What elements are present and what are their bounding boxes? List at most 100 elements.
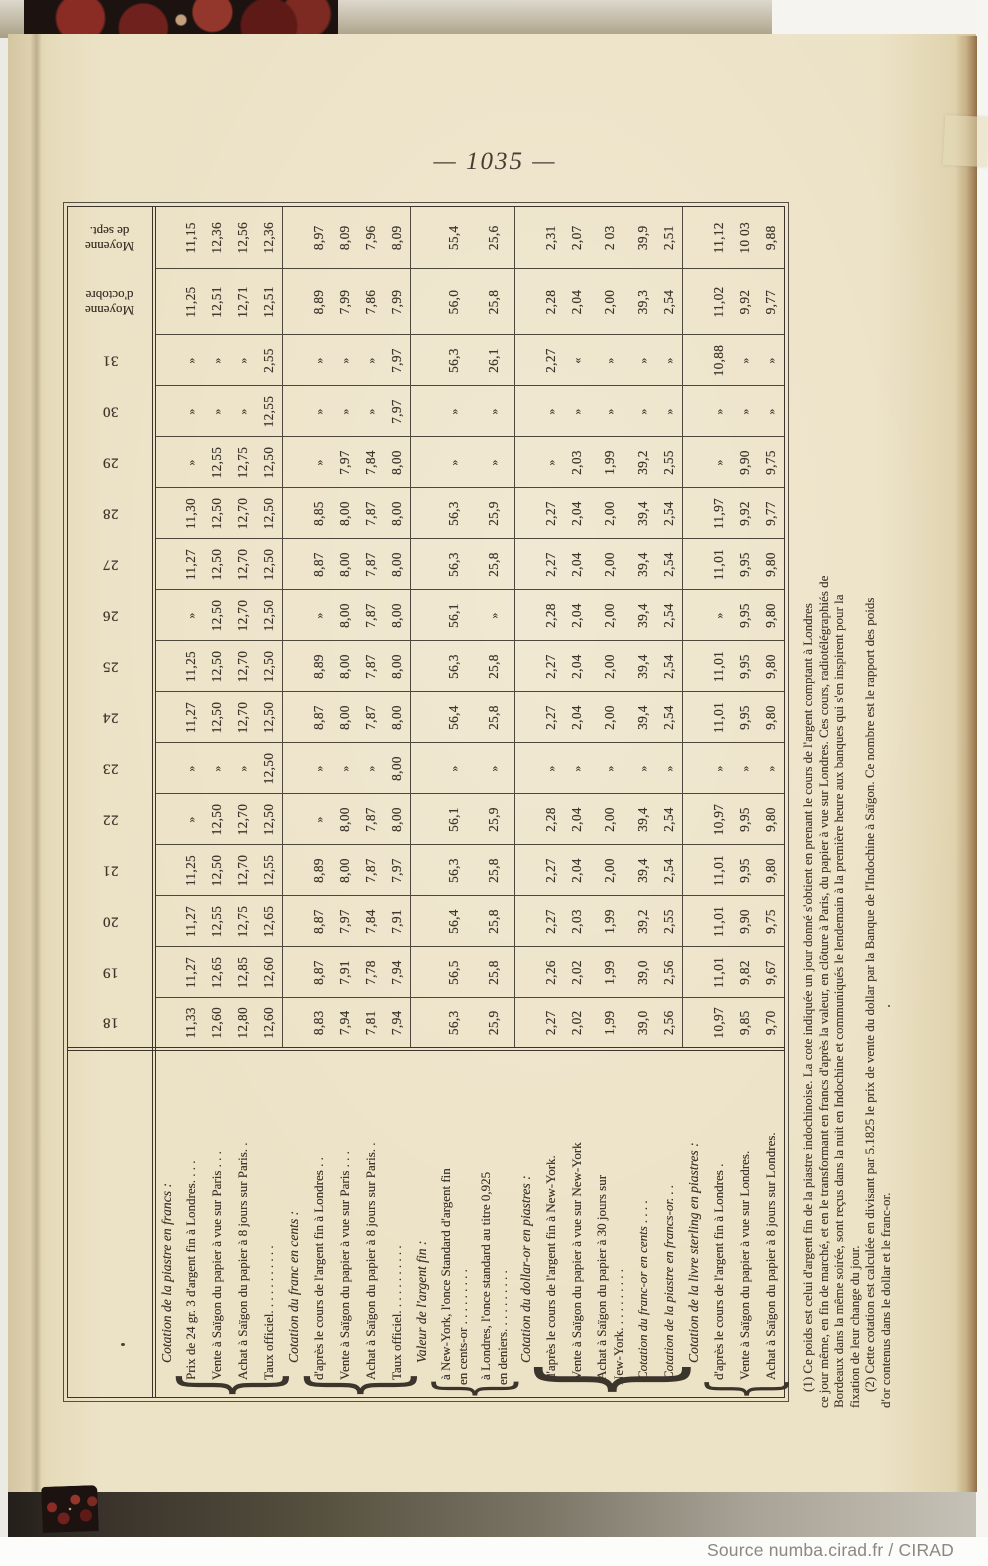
footnote-line: (1) Ce poids est celui d'argent fin de l…: [800, 603, 815, 1392]
value-cell: 12,50: [204, 845, 230, 896]
empty-cell: [154, 437, 178, 488]
value-cell: »: [306, 590, 332, 641]
empty-cell: [514, 998, 538, 1049]
day-header: 25: [68, 641, 154, 692]
empty-cell: [514, 335, 538, 386]
value-cell: 12,50: [204, 692, 230, 743]
book-bottom-edge: [8, 1492, 976, 1537]
value-cell: 10 03: [732, 207, 758, 269]
value-cell: »: [306, 794, 332, 845]
value-cell: 8,89: [306, 845, 332, 896]
empty-cell: [514, 794, 538, 845]
value-cell: 12,50: [256, 488, 282, 539]
value-cell: 2,00: [590, 641, 630, 692]
value-cell: »: [538, 743, 564, 794]
value-cell: 12,55: [204, 437, 230, 488]
day-header: 28: [68, 488, 154, 539]
value-cell: 12,60: [260, 1006, 276, 1039]
empty-cell: [514, 641, 538, 692]
value-cell: »: [178, 386, 204, 437]
day-header: 20: [68, 896, 154, 947]
value-cell: 11,01: [706, 845, 732, 896]
table-frame: 18 19 20 21 22 23 24 25 26 27 28 29 30 31 Moyenne d'oct…: [64, 199, 796, 1405]
value-cell: »: [358, 335, 384, 386]
empty-cell: [682, 335, 706, 386]
value-cell: 2,51: [656, 207, 682, 269]
source-attribution: Source numba.cirad.fr / CIRAD: [707, 1540, 954, 1560]
group-header: Cotation du dollar-or en piastres :: [514, 1049, 538, 1397]
value-cell: 12,70: [230, 488, 256, 539]
value-cell: 11,25: [178, 845, 204, 896]
value-cell: »: [590, 335, 630, 386]
value-cell: 2,04: [564, 269, 590, 335]
value-cell: 11,01: [706, 947, 732, 998]
value-cell: 2,27: [543, 1010, 558, 1036]
value-cell: 12,70: [230, 539, 256, 590]
value-cell: »: [332, 386, 358, 437]
empty-cell: [282, 845, 306, 896]
empty-cell: [682, 437, 706, 488]
value-cell: 2,54: [656, 641, 682, 692]
value-cell: 7,87: [358, 794, 384, 845]
value-cell: 7,97: [384, 845, 410, 896]
value-cell: 8,87: [306, 947, 332, 998]
day-header: 22: [68, 794, 154, 845]
value-cell: 2,00: [590, 845, 630, 896]
empty-cell: [410, 641, 434, 692]
row-label: {à New-York, l'once Standard d'argent fi…: [416, 1049, 526, 1400]
empty-cell: [682, 743, 706, 794]
empty-cell: [514, 692, 538, 743]
value-cell: 8,00: [384, 539, 410, 590]
empty-cell: [514, 386, 538, 437]
empty-cell: [282, 269, 306, 335]
value-cell: 12,75: [230, 896, 256, 947]
empty-cell: [514, 947, 538, 998]
value-cell: 11,02: [706, 269, 732, 335]
value-cell: 9,95: [732, 692, 758, 743]
empty-cell: [682, 896, 706, 947]
value-cell: 7,91: [384, 896, 410, 947]
empty-cell: [410, 269, 434, 335]
value-cell: 8,00: [384, 641, 410, 692]
value-cell: 2,27: [538, 641, 564, 692]
value-cell: 8,97: [306, 207, 332, 269]
value-cell: 12,50: [256, 539, 282, 590]
empty-cell: [154, 335, 178, 386]
empty-cell: [154, 998, 178, 1049]
row-label: {d'après le cours de l'argent fin à New-…: [506, 1049, 704, 1400]
empty-cell: [682, 641, 706, 692]
value-cell: 2,28: [538, 794, 564, 845]
value-cell: 8,87: [306, 539, 332, 590]
value-cell: »: [204, 386, 230, 437]
value-cell: 1,99: [590, 437, 630, 488]
value-cell: 2,03: [564, 437, 590, 488]
footnotes-block: (1) Ce poids est celui d'argent fin de l…: [800, 213, 896, 1408]
value-cell: 11,27: [178, 539, 204, 590]
value-cell: 2,54: [656, 590, 682, 641]
exchange-rates-table: 18 19 20 21 22 23 24 25 26 27 28 29 30 31 Moyenne d'oct…: [68, 207, 796, 1400]
value-cell: 9,77: [758, 269, 784, 335]
value-cell: »: [306, 743, 332, 794]
day-header: 23: [68, 743, 154, 794]
empty-cell: [682, 207, 706, 269]
row-label: Vente à Saïgon du papier à vue sur Londr…: [732, 1049, 758, 1397]
footnote-line: Bordeaux dans la même soirée, sont reçus…: [831, 594, 847, 1408]
value-cell: »: [630, 335, 656, 386]
value-cell: »: [732, 335, 758, 386]
row-label: Vente à Saïgon du papier à vue sur Paris…: [332, 1049, 358, 1397]
empty-cell: [282, 386, 306, 437]
day-header: 24: [68, 692, 154, 743]
value-cell: 7,87: [358, 590, 384, 641]
value-cell: 7,81: [363, 1010, 378, 1036]
empty-cell: [410, 998, 434, 1049]
empty-cell: [154, 207, 178, 269]
value-cell: 9,95: [732, 794, 758, 845]
value-cell: 2,27: [538, 488, 564, 539]
value-cell: 11,97: [706, 488, 732, 539]
value-cell: 7,94: [384, 947, 410, 998]
empty-cell: [514, 896, 538, 947]
value-cell: 39,3: [630, 269, 656, 335]
value-cell: 7,94: [337, 1010, 352, 1036]
value-cell: 2,03: [564, 896, 590, 947]
value-cell: 25,8: [474, 896, 514, 947]
